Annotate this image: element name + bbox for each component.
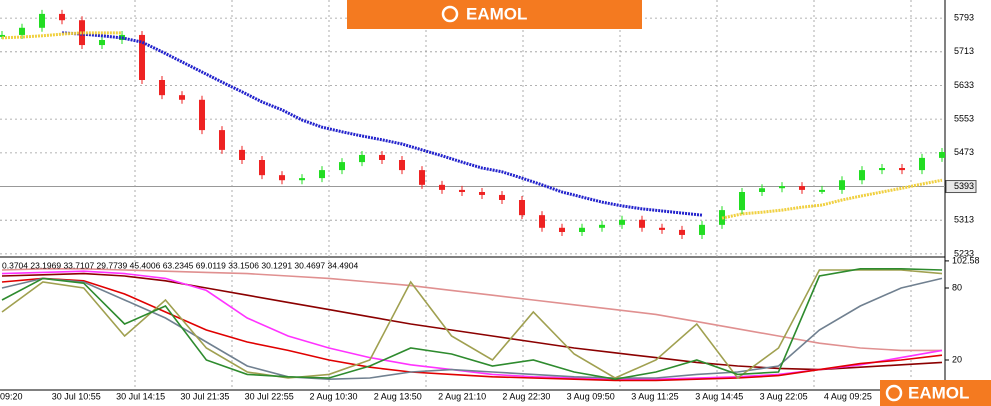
x-tick-label: 30 Jul 21:35 [180,391,229,401]
candle [679,229,685,235]
candle [399,160,405,171]
logo-text: EAMOL [466,4,527,23]
x-tick-label: 3 Aug 09:50 [567,391,615,401]
candle [699,224,705,235]
logo-box [347,0,642,29]
logo-icon [441,5,459,23]
candle [539,215,545,228]
candle [359,154,365,163]
last-price-box [945,180,977,194]
candle [439,184,445,190]
candle [459,189,465,192]
candle [779,186,785,189]
y-tick-label: 5313 [954,215,974,225]
x-tick-label: 2 Aug 10:30 [309,391,357,401]
candle [799,186,805,190]
candle [159,80,165,96]
x-tick-label: 4 Aug 09:25 [824,391,872,401]
indicator-line [1,268,943,381]
y-tick-label: 5713 [954,46,974,56]
candle [639,219,645,228]
candle [919,157,925,171]
indicator-line [1,268,942,352]
candle [19,27,25,35]
x-tick-label: 09:20 [0,391,23,401]
y-tick-label: 5633 [954,80,974,90]
candle [319,170,325,179]
candle [0,34,5,37]
x-tick-label: 30 Jul 10:55 [52,391,101,401]
indicator-line [1,31,122,40]
last-price-label: 5393 [954,181,974,191]
candle [179,95,185,100]
x-tick-label: 30 Jul 22:55 [245,391,294,401]
candle [379,154,385,160]
y-tick-label: 102.58 [952,255,980,265]
x-tick-label: 30 Jul 14:15 [116,391,165,401]
logo-text: EAMOL [908,383,969,402]
candle [839,180,845,190]
x-tick-label: 3 Aug 11:25 [631,391,678,401]
y-tick-label: 80 [952,282,962,292]
y-tick-label: 20 [952,354,962,364]
candle [859,170,865,181]
y-tick-label: 5233 [954,248,974,258]
x-tick-label: 2 Aug 22:30 [502,391,550,401]
candle [339,162,345,171]
candle [759,188,765,192]
candle [239,149,245,160]
candle [499,194,505,200]
candle [939,152,945,158]
candle [479,192,485,195]
y-tick-label: 5473 [954,147,974,157]
candle [619,219,625,225]
x-tick-label: 3 Aug 14:45 [695,391,743,401]
candle [739,192,745,211]
x-tick-label: 2 Aug 13:50 [374,391,422,401]
indicator-line [1,269,943,380]
candle [879,168,885,171]
candle [299,178,305,181]
y-tick-label: 5793 [954,12,974,22]
indicator-line [721,178,943,220]
candle [279,175,285,181]
candle [519,200,525,216]
indicator-header: 0.3704 23.1969 33.7107 29.7739 45.4006 6… [2,260,359,270]
candle [139,34,145,80]
indicator-line [1,270,943,380]
candle [659,227,665,230]
logo-box [880,380,991,406]
candle [899,168,905,171]
candle [39,13,45,28]
candle [579,227,585,232]
x-tick-label: 3 Aug 22:05 [760,391,808,401]
candle [59,13,65,21]
candle [599,224,605,228]
x-tick-label: 2 Aug 21:10 [438,391,486,401]
indicator-line [1,272,943,371]
y-tick-label: 5553 [954,114,974,124]
logo-icon [885,384,903,402]
indicator-line [1,277,943,381]
candle [819,189,825,192]
candle [419,170,425,185]
candle [259,160,265,176]
candle [99,40,105,46]
candle [199,99,205,131]
candle [219,130,225,150]
candle [559,227,565,232]
